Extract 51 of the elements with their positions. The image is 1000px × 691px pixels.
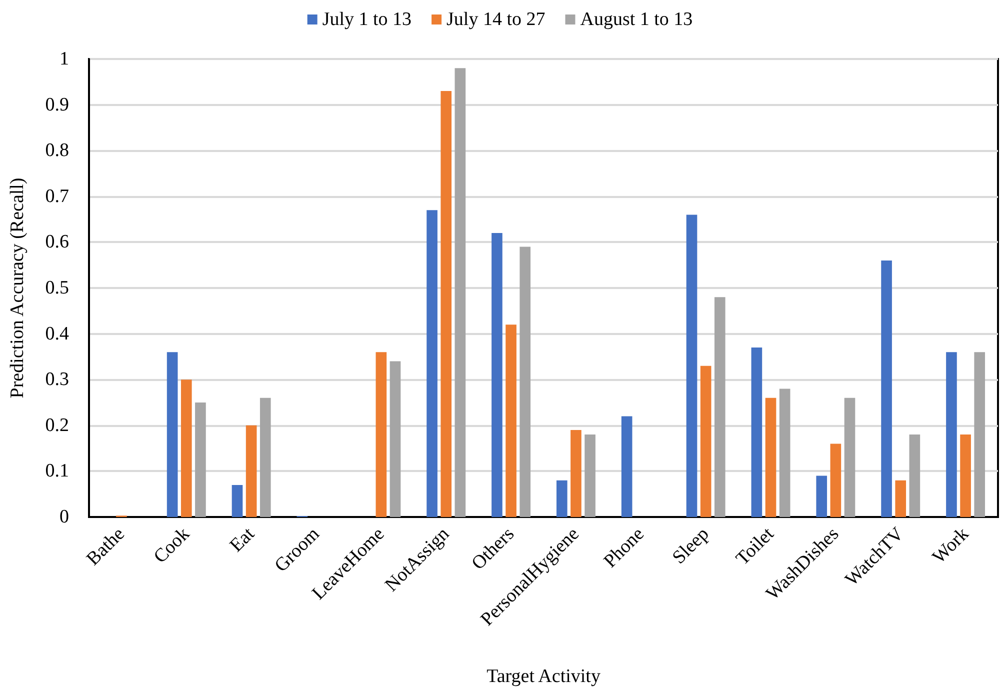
bar	[426, 210, 438, 517]
bar	[506, 324, 516, 517]
bar	[556, 480, 568, 517]
y-tick-label: 0.1	[45, 460, 69, 482]
bar	[686, 214, 698, 517]
bar	[520, 246, 531, 517]
bar	[700, 366, 712, 517]
y-tick-label: 0.6	[45, 232, 69, 253]
bar	[260, 398, 271, 517]
bar	[816, 476, 828, 517]
bar	[195, 402, 206, 517]
bar	[376, 352, 387, 517]
y-tick-label: 0.4	[45, 323, 70, 344]
bar	[180, 380, 192, 517]
y-tick-label: 0.2	[45, 414, 69, 436]
legend-label: July 1 to 13	[322, 9, 412, 30]
y-tick-label: 1	[60, 48, 69, 70]
bar	[765, 398, 776, 517]
bar	[895, 480, 906, 517]
bar	[454, 68, 466, 517]
x-axis-title: Target Activity	[486, 666, 601, 687]
bar	[974, 352, 986, 517]
y-tick-label: 0.8	[45, 140, 69, 162]
bar	[909, 434, 920, 517]
y-tick-label: 0.5	[45, 278, 69, 298]
bar	[492, 233, 502, 517]
bar	[232, 484, 243, 517]
y-tick-label: 0.3	[45, 369, 69, 390]
bar	[844, 398, 856, 517]
y-tick-label: 0	[60, 506, 69, 528]
x-tick-label: Eat	[226, 523, 260, 556]
bar	[570, 430, 582, 517]
bar	[166, 352, 178, 517]
bar	[584, 434, 596, 517]
y-tick-label: 0.9	[45, 94, 69, 116]
bar	[779, 388, 790, 517]
bar	[946, 352, 957, 517]
bar	[881, 260, 892, 517]
bar	[751, 348, 762, 517]
bar	[960, 434, 971, 517]
legend-label: August 1 to 13	[580, 9, 693, 30]
bar	[714, 297, 726, 517]
bar	[440, 91, 452, 517]
bar	[390, 361, 401, 517]
bar	[830, 444, 842, 517]
y-tick-label: 0.7	[45, 186, 69, 207]
x-tick-label: Work	[928, 523, 974, 568]
legend-label: July 14 to 27	[446, 9, 546, 30]
bar	[621, 416, 632, 517]
y-axis-title: Prediction Accuracy (Recall)	[7, 178, 28, 398]
bar	[246, 425, 257, 517]
